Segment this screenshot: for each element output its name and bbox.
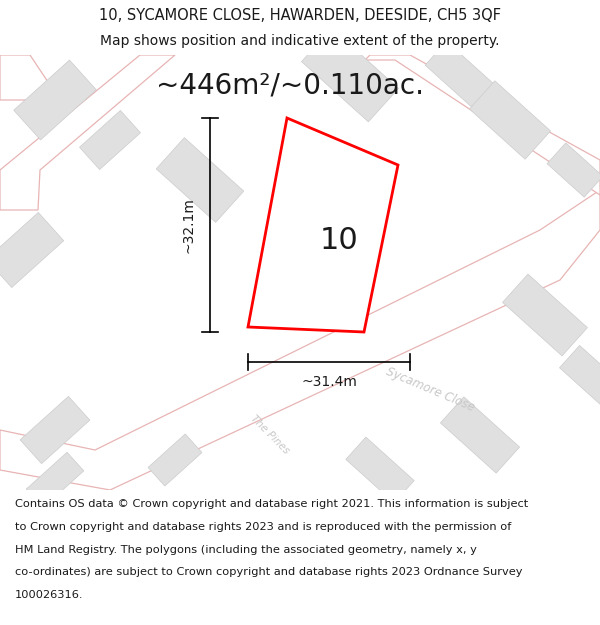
Polygon shape (346, 437, 414, 503)
Polygon shape (0, 213, 64, 288)
Polygon shape (0, 55, 60, 100)
Polygon shape (148, 434, 202, 486)
Text: ~31.4m: ~31.4m (301, 375, 357, 389)
Polygon shape (469, 81, 551, 159)
Polygon shape (560, 346, 600, 404)
Text: 10, SYCAMORE CLOSE, HAWARDEN, DEESIDE, CH5 3QF: 10, SYCAMORE CLOSE, HAWARDEN, DEESIDE, C… (99, 8, 501, 23)
Polygon shape (156, 138, 244, 222)
Polygon shape (14, 60, 96, 140)
Polygon shape (503, 274, 587, 356)
Text: 10: 10 (320, 226, 359, 255)
Text: The Pines: The Pines (249, 414, 291, 456)
Text: Map shows position and indicative extent of the property.: Map shows position and indicative extent… (100, 34, 500, 48)
Text: ~446m²/~0.110ac.: ~446m²/~0.110ac. (156, 71, 424, 99)
Polygon shape (440, 397, 520, 473)
Text: HM Land Registry. The polygons (including the associated geometry, namely x, y: HM Land Registry. The polygons (includin… (15, 545, 477, 555)
Text: Contains OS data © Crown copyright and database right 2021. This information is : Contains OS data © Crown copyright and d… (15, 499, 528, 509)
Polygon shape (0, 190, 600, 490)
Polygon shape (365, 55, 600, 195)
Polygon shape (80, 111, 140, 169)
Text: Sycamore Close: Sycamore Close (384, 366, 476, 414)
Polygon shape (0, 55, 175, 210)
Polygon shape (302, 28, 398, 122)
Text: 100026316.: 100026316. (15, 590, 83, 600)
Polygon shape (248, 118, 398, 332)
Text: co-ordinates) are subject to Crown copyright and database rights 2023 Ordnance S: co-ordinates) are subject to Crown copyr… (15, 568, 523, 578)
Polygon shape (547, 143, 600, 197)
Text: ~32.1m: ~32.1m (181, 197, 195, 253)
Polygon shape (26, 452, 84, 508)
Text: to Crown copyright and database rights 2023 and is reproduced with the permissio: to Crown copyright and database rights 2… (15, 522, 511, 532)
Polygon shape (20, 396, 90, 464)
Polygon shape (425, 41, 495, 109)
